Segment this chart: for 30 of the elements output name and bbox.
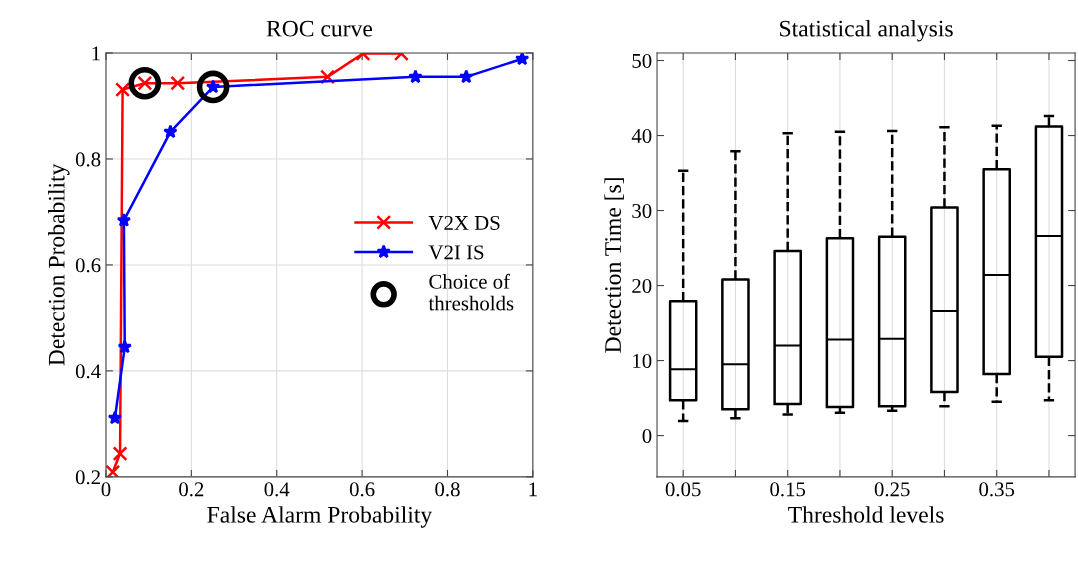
x-tick-label: 0.2 bbox=[179, 482, 204, 497]
y-tick-label: 0.6 bbox=[75, 258, 101, 273]
y-tick-label: 10 bbox=[633, 353, 652, 369]
x-tick-label: 0.8 bbox=[435, 482, 460, 497]
y-tick-label: 0.4 bbox=[75, 364, 101, 379]
legend-label: Choice of thresholds bbox=[428, 273, 514, 311]
x-axis-title: Threshold levels bbox=[788, 506, 944, 523]
x-tick-label: 1 bbox=[529, 482, 537, 497]
y-axis-title: Detection Probability bbox=[48, 163, 70, 366]
x-tick-label: 0.4 bbox=[264, 482, 290, 497]
chart-title: ROC curve bbox=[266, 20, 373, 37]
y-tick-label: 40 bbox=[631, 128, 652, 143]
x-tick-label: 0.15 bbox=[770, 482, 806, 497]
y-tick-label: 50 bbox=[632, 53, 652, 68]
y-tick-label: 30 bbox=[632, 203, 652, 218]
legend-label: V2X DS bbox=[428, 215, 500, 231]
x-tick-label: 0.35 bbox=[979, 482, 1015, 497]
x-tick-label: 0.6 bbox=[349, 482, 375, 497]
y-tick-label: 1 bbox=[92, 46, 100, 61]
chart-title: Statistical analysis bbox=[780, 19, 953, 42]
y-tick-label: 20 bbox=[632, 278, 652, 293]
x-tick-label: 0 bbox=[101, 482, 111, 497]
y-axis-title: Detection Time [s] bbox=[604, 178, 624, 353]
legend-label: V2I IS bbox=[428, 245, 484, 260]
x-tick-label: 0.25 bbox=[874, 482, 910, 497]
y-tick-label: 0.2 bbox=[75, 470, 100, 485]
y-tick-label: 0.8 bbox=[75, 152, 101, 167]
y-tick-label: 0 bbox=[642, 428, 652, 444]
x-tick-label: 0.05 bbox=[665, 482, 701, 497]
x-axis-title: False Alarm Probability bbox=[207, 506, 433, 528]
